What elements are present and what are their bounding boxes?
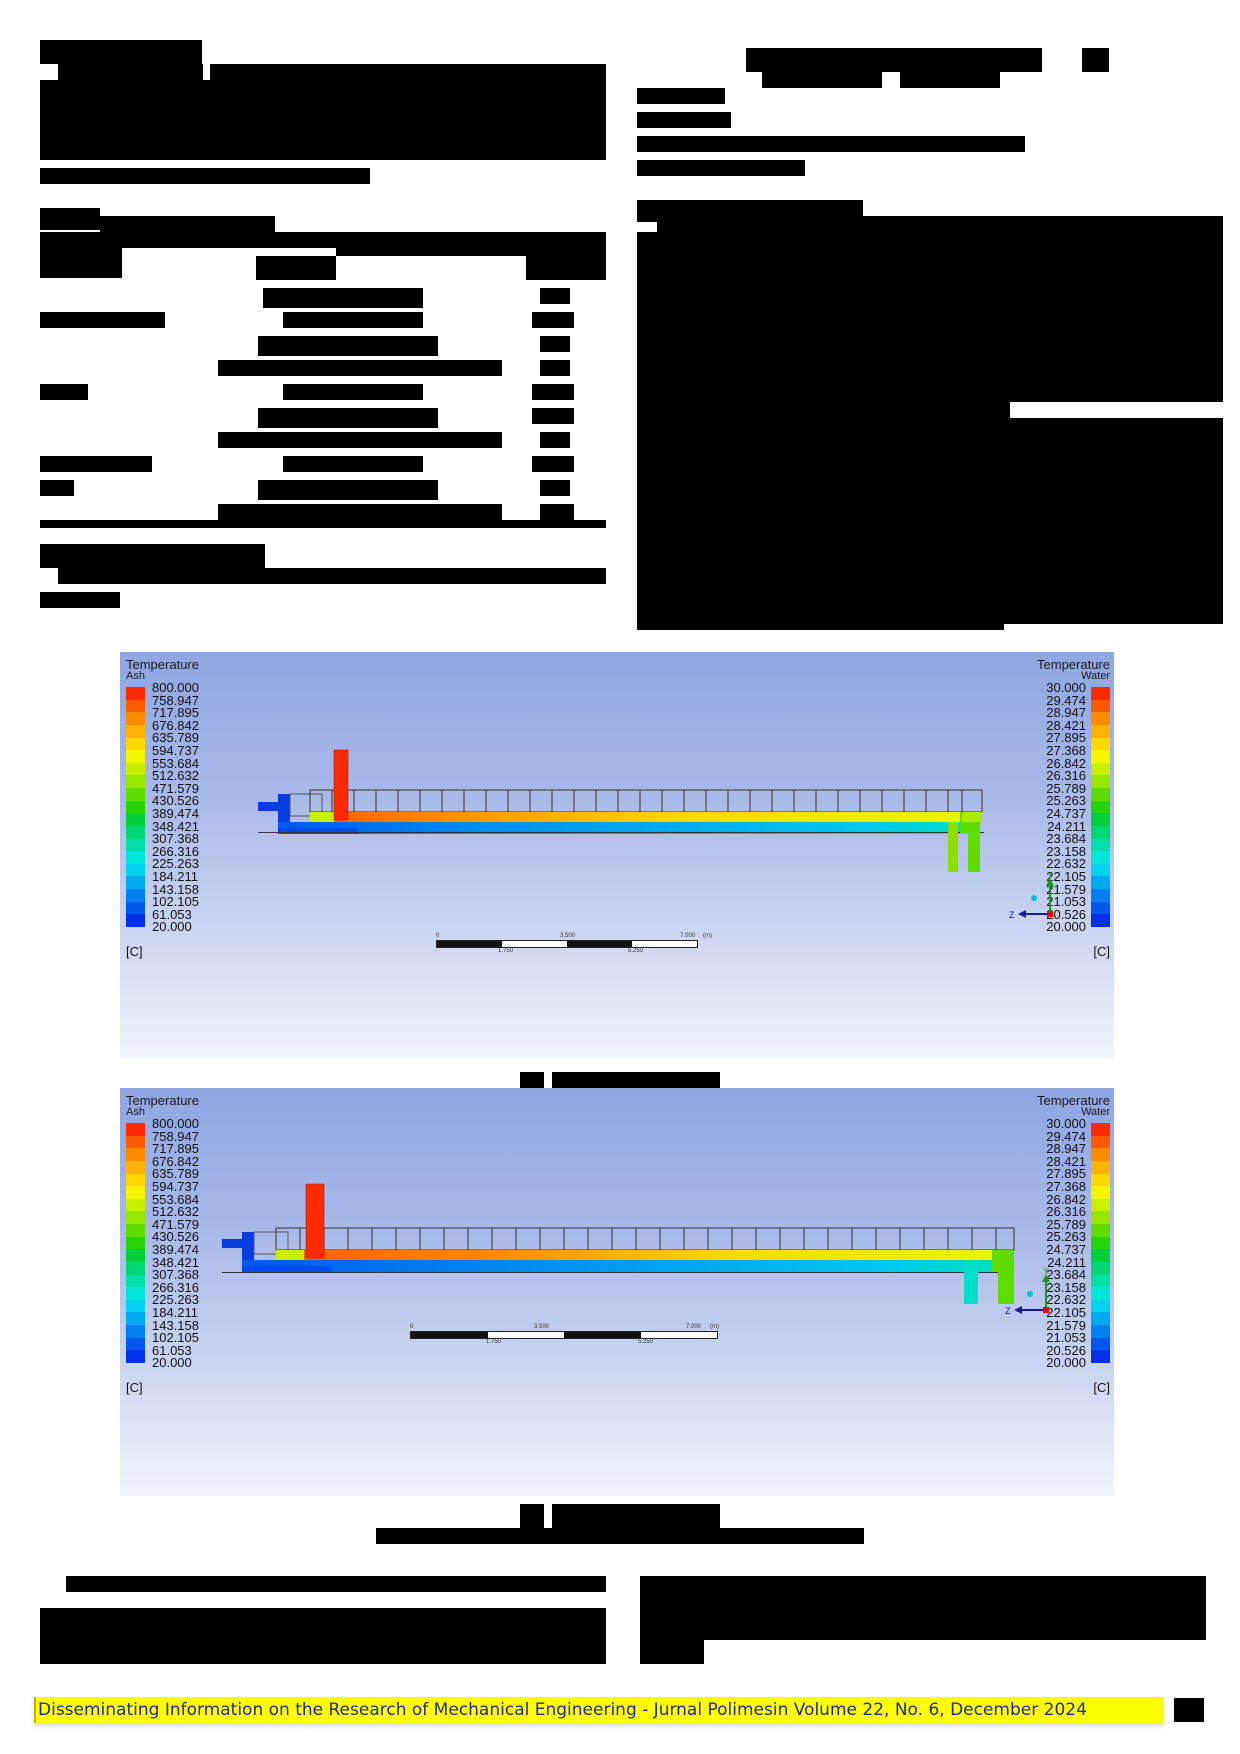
figure-b-contour-plot: Temperature Ash 800.000 758.947 717.895 676… [120,1088,1114,1496]
legend-right-unit: [C] [1093,944,1110,959]
svg-text:Z: Z [1005,1306,1011,1316]
figure-a-contour-plot: Temperature Ash 800.000 758.947 717.895 676… [120,652,1114,1058]
axis-triad-icon: Y Z [1009,872,1054,920]
colorbar-ash [126,687,145,927]
redacted-paragraph [637,232,1223,630]
scale-label: 3.500 [560,933,576,939]
equation-number [1082,48,1109,72]
scale-label: 1.750 [486,1339,502,1345]
conveyor-geometry [222,1183,1015,1304]
legend-right-ticks: 30.000 29.474 28.947 28.421 27.895 27.368 26.8… [1046,680,1086,935]
legend-right-title: Temperature [1037,1093,1110,1108]
redacted-equation [746,48,1042,72]
legend-left-subtitle: Ash [126,670,145,682]
caption-b-label [520,1504,544,1528]
caption-a-label [520,1072,544,1088]
legend-left-unit: [C] [126,1380,143,1395]
legend-right-subtitle: Water [1081,670,1110,682]
scale-bar [436,940,698,948]
legend-right-ticks: 30.000 29.474 28.947 28.421 27.895 27.368 26.8… [1046,1116,1086,1371]
colorbar-ash [126,1123,145,1363]
scale-unit: (m) [710,1324,719,1330]
scale-unit: (m) [703,933,712,939]
scale-bar [410,1331,718,1339]
scale-label: 7.000 [686,1324,702,1330]
legend-left-unit: [C] [126,944,143,959]
scale-label: 0 [436,933,440,939]
legend-left-ticks: 800.000 758.947 717.895 676.842 635.789 594.7… [152,1116,199,1371]
scale-label: 3.500 [534,1324,550,1330]
legend-left-title: Temperature [126,657,199,672]
table-bottom-rule [40,520,606,528]
colorbar-water [1091,1123,1110,1363]
legend-left-subtitle: Ash [126,1106,145,1118]
colorbar-water [1091,687,1110,927]
scale-label: 1.750 [498,948,514,954]
legend-left-title: Temperature [126,1093,199,1108]
redacted-paragraph-line [40,80,606,104]
scale-label: 5.250 [628,948,644,954]
legend-right-unit: [C] [1093,1380,1110,1395]
svg-text:Y: Y [1047,872,1053,880]
caption-a-text [552,1072,720,1088]
legend-left-ticks: 800.000 758.947 717.895 676.842 635.789 594.7… [152,680,199,935]
page-number-redacted [1174,1698,1204,1722]
svg-text:Y: Y [1043,1268,1049,1276]
scale-label: 0 [410,1324,414,1330]
scale-label: 5.250 [638,1339,654,1345]
scale-label: 7.000 [680,933,696,939]
axis-triad-icon: Y Z [1005,1268,1050,1316]
journal-footer: Disseminating Information on the Researc… [34,1697,1164,1723]
caption-b-subtext [376,1528,864,1544]
caption-b-text [552,1504,720,1528]
legend-right-title: Temperature [1037,657,1110,672]
conveyor-geometry [258,749,984,872]
legend-right-subtitle: Water [1081,1106,1110,1118]
table-cell [263,288,423,308]
table-title [40,208,100,230]
svg-text:Z: Z [1009,910,1015,920]
